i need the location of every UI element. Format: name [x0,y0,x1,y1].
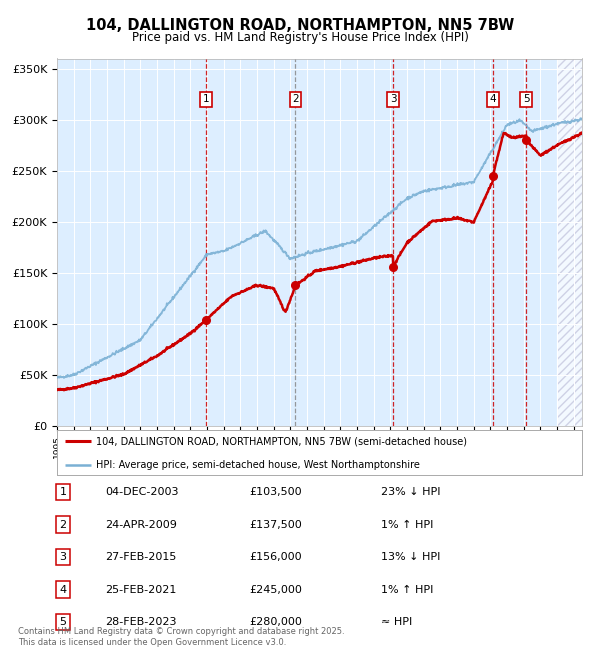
Text: £245,000: £245,000 [249,584,302,595]
Text: 5: 5 [59,617,67,627]
Text: 28-FEB-2023: 28-FEB-2023 [105,617,176,627]
Text: 23% ↓ HPI: 23% ↓ HPI [381,487,440,497]
Text: £280,000: £280,000 [249,617,302,627]
Text: 5: 5 [523,94,530,104]
Text: 24-APR-2009: 24-APR-2009 [105,519,177,530]
Text: Contains HM Land Registry data © Crown copyright and database right 2025.
This d: Contains HM Land Registry data © Crown c… [18,627,344,647]
Text: £137,500: £137,500 [249,519,302,530]
Text: 4: 4 [59,584,67,595]
Text: £103,500: £103,500 [249,487,302,497]
Text: Price paid vs. HM Land Registry's House Price Index (HPI): Price paid vs. HM Land Registry's House … [131,31,469,44]
Text: HPI: Average price, semi-detached house, West Northamptonshire: HPI: Average price, semi-detached house,… [97,460,420,470]
Text: £156,000: £156,000 [249,552,302,562]
Text: 104, DALLINGTON ROAD, NORTHAMPTON, NN5 7BW (semi-detached house): 104, DALLINGTON ROAD, NORTHAMPTON, NN5 7… [97,436,467,447]
Text: 25-FEB-2021: 25-FEB-2021 [105,584,176,595]
Text: 1% ↑ HPI: 1% ↑ HPI [381,584,433,595]
Text: ≈ HPI: ≈ HPI [381,617,412,627]
Bar [557,58,582,426]
Text: 04-DEC-2003: 04-DEC-2003 [105,487,179,497]
Text: 1% ↑ HPI: 1% ↑ HPI [381,519,433,530]
Text: 1: 1 [59,487,67,497]
Text: 4: 4 [490,94,496,104]
Text: 3: 3 [389,94,397,104]
Text: 3: 3 [59,552,67,562]
Text: 2: 2 [292,94,299,104]
Text: 27-FEB-2015: 27-FEB-2015 [105,552,176,562]
Text: 13% ↓ HPI: 13% ↓ HPI [381,552,440,562]
Text: 2: 2 [59,519,67,530]
Text: 1: 1 [202,94,209,104]
Text: 104, DALLINGTON ROAD, NORTHAMPTON, NN5 7BW: 104, DALLINGTON ROAD, NORTHAMPTON, NN5 7… [86,18,514,33]
